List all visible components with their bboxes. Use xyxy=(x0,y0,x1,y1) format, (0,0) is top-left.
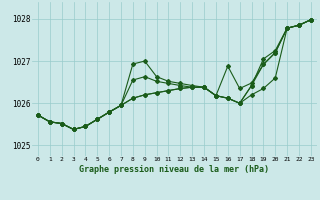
X-axis label: Graphe pression niveau de la mer (hPa): Graphe pression niveau de la mer (hPa) xyxy=(79,165,269,174)
